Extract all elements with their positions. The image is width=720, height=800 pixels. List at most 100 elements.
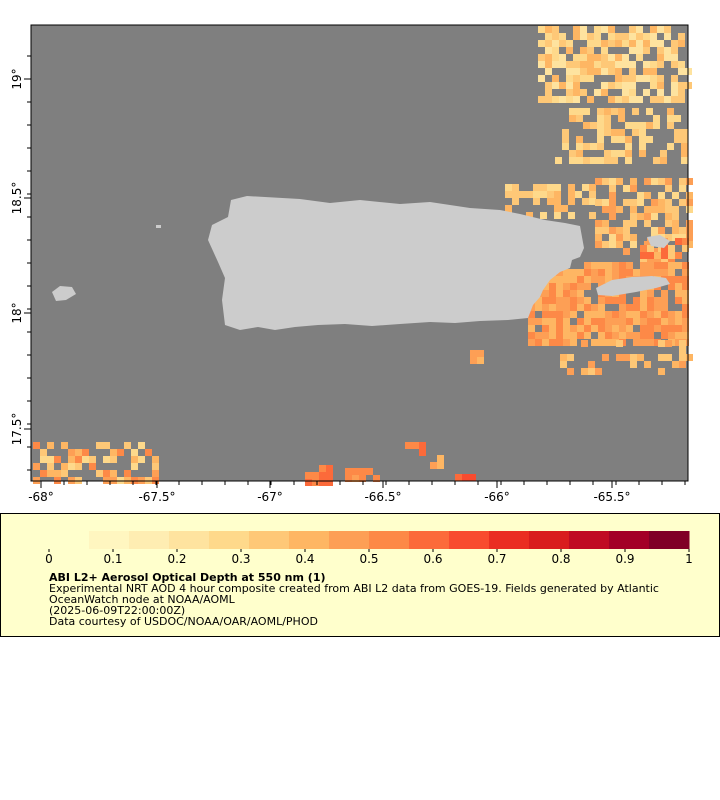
aod-cell <box>430 462 437 469</box>
aod-cell <box>598 276 605 283</box>
aod-cell <box>589 191 596 198</box>
aod-cell <box>686 241 693 248</box>
aod-cell <box>563 269 570 276</box>
aod-cell <box>686 354 693 361</box>
aod-cell <box>668 269 675 276</box>
aod-cell <box>661 318 668 325</box>
aod-cell <box>651 213 658 220</box>
aod-cell <box>665 220 672 227</box>
aod-cell <box>117 449 124 456</box>
colorbar-swatch <box>569 531 610 549</box>
aod-cell <box>678 61 685 68</box>
aod-cell <box>591 339 598 346</box>
aod-cell <box>547 198 554 205</box>
aod-cell <box>477 357 484 364</box>
aod-cell <box>587 40 594 47</box>
aod-cell <box>563 283 570 290</box>
aod-cell <box>591 318 598 325</box>
aod-cell <box>549 304 556 311</box>
aod-cell <box>605 339 612 346</box>
aod-cell <box>598 332 605 339</box>
aod-cell <box>552 33 559 40</box>
colorbar-swatch <box>249 531 290 549</box>
aod-cell <box>588 368 595 375</box>
aod-cell <box>587 61 594 68</box>
aod-cell <box>505 184 512 191</box>
aod-cell <box>647 269 654 276</box>
aod-cell <box>615 75 622 82</box>
aod-cell <box>612 311 619 318</box>
aod-cell <box>584 297 591 304</box>
aod-cell <box>675 297 682 304</box>
aod-cell <box>637 192 644 199</box>
aod-cell <box>549 311 556 318</box>
aod-cell <box>630 199 637 206</box>
aod-cell <box>644 220 651 227</box>
aod-cell <box>535 332 542 339</box>
legend-timestamp: (2025-06-09T22:00:00Z) <box>49 604 186 617</box>
aod-cell <box>583 143 590 150</box>
colorbar-swatch <box>609 531 650 549</box>
aod-cell <box>89 463 96 470</box>
aod-cell <box>566 89 573 96</box>
aod-data-cells <box>33 26 693 486</box>
longitude-axis: -68° -67.5° -67° -66.5° -66° -65.5° <box>28 481 686 504</box>
aod-cell <box>345 475 352 482</box>
aod-cell <box>547 184 554 191</box>
aod-cell <box>345 468 352 475</box>
aod-cell <box>563 297 570 304</box>
aod-cell <box>636 26 643 33</box>
aod-cell <box>549 290 556 297</box>
aod-cell <box>528 339 535 346</box>
aod-cell <box>665 178 672 185</box>
aod-cell <box>576 150 583 157</box>
aod-cell <box>552 75 559 82</box>
aod-cell <box>626 325 633 332</box>
aod-cell <box>686 192 693 199</box>
aod-cell <box>675 283 682 290</box>
aod-cell <box>556 325 563 332</box>
aod-cell <box>595 227 602 234</box>
aod-cell <box>528 318 535 325</box>
aod-cell <box>559 61 566 68</box>
aod-cell <box>654 297 661 304</box>
colorbar-swatch <box>409 531 450 549</box>
aod-cell <box>658 368 665 375</box>
aod-cell <box>630 178 637 185</box>
aod-cell <box>615 61 622 68</box>
aod-cell <box>131 463 138 470</box>
aod-cell <box>601 61 608 68</box>
aod-cell <box>639 136 646 143</box>
aod-cell <box>671 47 678 54</box>
aod-cell <box>587 47 594 54</box>
aod-cell <box>470 357 477 364</box>
aod-cell <box>549 339 556 346</box>
aod-cell <box>556 311 563 318</box>
aod-cell <box>608 26 615 33</box>
aod-cell <box>587 75 594 82</box>
aod-cell <box>665 234 672 241</box>
aod-cell <box>640 297 647 304</box>
aod-cell <box>47 442 54 449</box>
legend-description: Experimental NRT AOD 4 hour composite cr… <box>49 582 659 606</box>
aod-cell <box>661 325 668 332</box>
aod-cell <box>633 332 640 339</box>
aod-cell <box>584 276 591 283</box>
aod-cell <box>131 456 138 463</box>
aod-cell <box>640 325 647 332</box>
aod-cell <box>609 192 616 199</box>
aod-cell <box>661 311 668 318</box>
aod-cell <box>576 157 583 164</box>
colorbar-swatch <box>289 531 330 549</box>
lon-tick-label: -65.5° <box>593 490 630 504</box>
aod-cell <box>619 311 626 318</box>
aod-cell <box>312 472 319 479</box>
aod-cell <box>305 472 312 479</box>
aod-cell <box>573 33 580 40</box>
aod-cell <box>626 311 633 318</box>
aod-cell <box>647 325 654 332</box>
aod-cell <box>658 340 665 347</box>
aod-cell <box>584 304 591 311</box>
aod-cell <box>602 199 609 206</box>
aod-cell <box>584 262 591 269</box>
